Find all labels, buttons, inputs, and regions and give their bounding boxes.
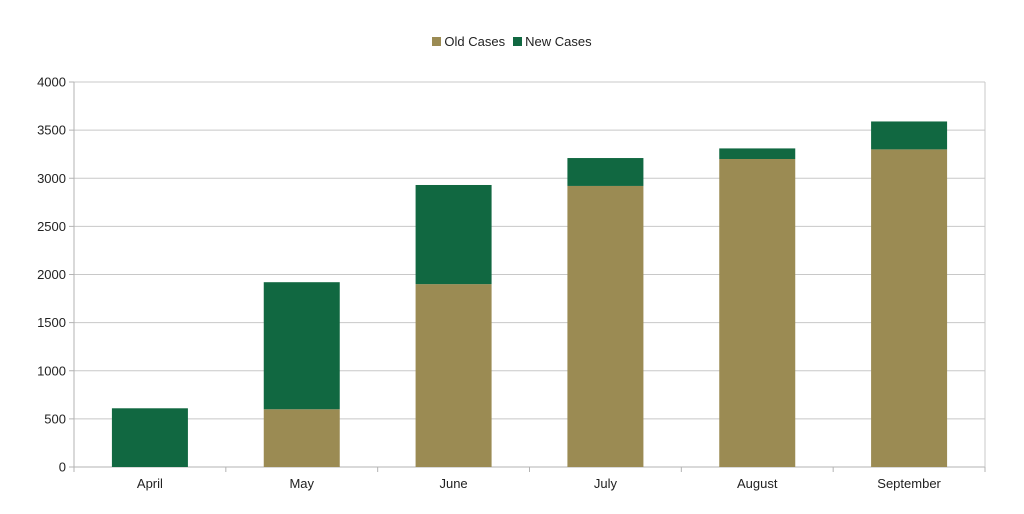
bar-old-cases-june [415, 284, 492, 467]
bar-new-cases-july [567, 158, 644, 186]
y-tick-label-2000: 2000 [37, 267, 66, 282]
legend-swatch-new-cases [513, 37, 523, 46]
x-tick-label-june: June [439, 476, 467, 491]
legend: Old Cases New Cases [0, 34, 1024, 49]
bar-old-cases-august [719, 159, 796, 467]
x-tick-label-april: April [137, 476, 163, 491]
x-tick-label-july: July [594, 476, 618, 491]
bar-new-cases-august [719, 148, 796, 159]
y-tick-label-4000: 4000 [37, 75, 66, 90]
bar-new-cases-september [871, 121, 948, 150]
y-tick-label-3000: 3000 [37, 171, 66, 186]
legend-label-old-cases: Old Cases [444, 34, 506, 49]
y-tick-label-1500: 1500 [37, 315, 66, 330]
x-tick-label-may: May [289, 476, 314, 491]
y-tick-label-1000: 1000 [37, 363, 66, 378]
bar-new-cases-may [263, 282, 340, 410]
legend-item-old-cases: Old Cases [432, 34, 505, 49]
y-tick-label-500: 500 [44, 411, 66, 426]
legend-label-new-cases: New Cases [525, 34, 592, 49]
x-tick-label-september: September [877, 476, 941, 491]
bar-new-cases-june [415, 184, 492, 285]
bar-old-cases-may [263, 409, 340, 467]
bar-old-cases-september [871, 149, 948, 467]
y-tick-label-3500: 3500 [37, 123, 66, 138]
legend-swatch-old-cases [432, 37, 442, 46]
legend-item-new-cases: New Cases [513, 34, 592, 49]
bar-new-cases-april [111, 408, 188, 467]
bar-old-cases-july [567, 185, 644, 467]
y-tick-label-0: 0 [59, 460, 66, 475]
x-tick-label-august: August [737, 476, 778, 491]
y-tick-label-2500: 2500 [37, 219, 66, 234]
